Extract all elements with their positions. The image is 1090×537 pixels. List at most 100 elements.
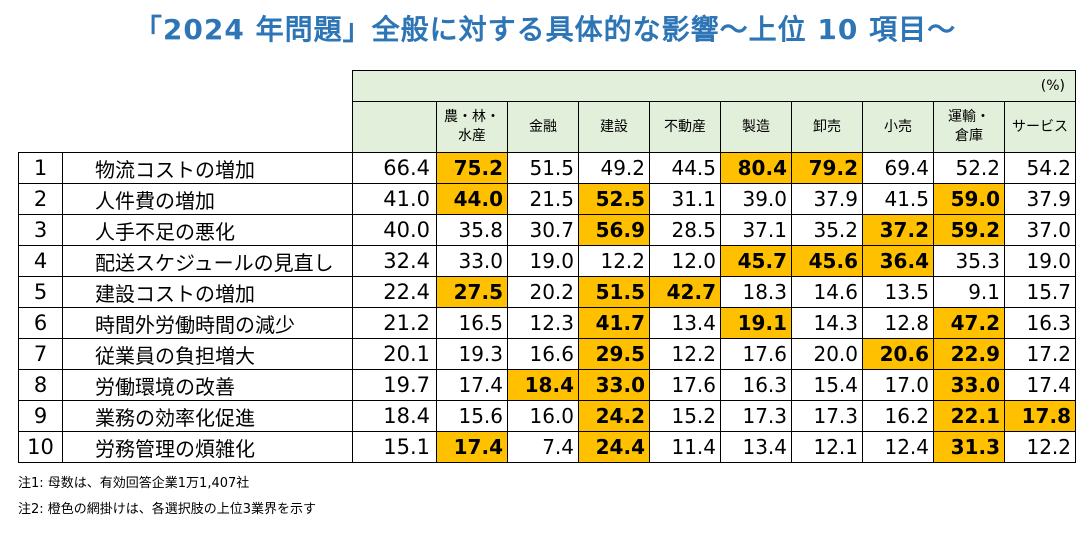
industry-value: 16.3 [720, 369, 792, 401]
all-industries-value: 21.2 [352, 307, 437, 339]
industry-value: 19.3 [436, 338, 508, 370]
industry-value: 56.9 [578, 214, 650, 246]
table-row: 4 配送スケジュールの見直し 32.4 33.0 19.0 12.2 12.0 45.7 45.… [18, 245, 1076, 277]
industry-value: 42.7 [649, 276, 721, 308]
item-label: 労働環境の改善 [62, 369, 353, 401]
table-row: 1 物流コストの増加 66.4 75.2 51.5 49.2 44.5 80.4 79.2 69.… [18, 152, 1076, 184]
industry-value: 17.6 [649, 369, 721, 401]
industry-value: 12.0 [649, 245, 721, 277]
rank-cell: 4 [18, 245, 63, 277]
industry-value: 41.5 [862, 183, 934, 215]
industry-value: 36.4 [862, 245, 934, 277]
industry-value: 35.8 [436, 214, 508, 246]
industry-value: 19.0 [1004, 245, 1076, 277]
rank-cell: 7 [18, 338, 63, 370]
item-label: 人手不足の悪化 [62, 214, 353, 246]
industry-value: 17.4 [1004, 369, 1076, 401]
all-industries-value: 19.7 [352, 369, 437, 401]
industry-value: 52.5 [578, 183, 650, 215]
industry-value: 31.3 [933, 431, 1005, 463]
industry-value: 12.2 [578, 245, 650, 277]
industry-header: 小売 [862, 101, 934, 153]
industry-value: 24.4 [578, 431, 650, 463]
industry-value: 44.0 [436, 183, 508, 215]
industry-value: 17.6 [720, 338, 792, 370]
industry-value: 19.1 [720, 307, 792, 339]
all-industries-value: 32.4 [352, 245, 437, 277]
all-industries-header [352, 101, 437, 153]
industry-value: 16.6 [507, 338, 579, 370]
industry-value: 16.5 [436, 307, 508, 339]
industry-value: 15.2 [649, 400, 721, 432]
item-label: 人件費の増加 [62, 183, 353, 215]
industry-value: 33.0 [578, 369, 650, 401]
industry-header: 金融 [507, 101, 579, 153]
industry-value: 17.2 [1004, 338, 1076, 370]
industry-value: 37.0 [1004, 214, 1076, 246]
all-industries-value: 20.1 [352, 338, 437, 370]
industry-header: サービス [1004, 101, 1076, 153]
item-label: 建設コストの増加 [62, 276, 353, 308]
industry-value: 28.5 [649, 214, 721, 246]
industry-value: 20.2 [507, 276, 579, 308]
industry-value: 47.2 [933, 307, 1005, 339]
industry-header: 建設 [578, 101, 650, 153]
rank-cell: 3 [18, 214, 63, 246]
industry-value: 52.2 [933, 152, 1005, 184]
industry-value: 13.4 [649, 307, 721, 339]
industry-value: 14.3 [791, 307, 863, 339]
industry-value: 37.2 [862, 214, 934, 246]
industry-value: 49.2 [578, 152, 650, 184]
industry-value: 13.4 [720, 431, 792, 463]
industry-value: 18.4 [507, 369, 579, 401]
industry-header: 卸売 [791, 101, 863, 153]
industry-value: 41.7 [578, 307, 650, 339]
industry-header-row: 農・林・ 水産 金融 建設 不動産 製造 卸売 小売 運輸・ 倉庫 サービス [19, 101, 1076, 153]
item-label: 従業員の負担増大 [62, 338, 353, 370]
rank-cell: 10 [18, 431, 63, 463]
industry-value: 37.1 [720, 214, 792, 246]
industry-value: 31.1 [649, 183, 721, 215]
industry-value: 33.0 [436, 245, 508, 277]
all-industries-value: 66.4 [352, 152, 437, 184]
note-2: 注2: 橙色の網掛けは、各選択肢の上位3業界を示す [18, 502, 317, 517]
industry-header: 運輸・ 倉庫 [933, 101, 1005, 153]
industry-header: 製造 [720, 101, 792, 153]
industry-value: 33.0 [933, 369, 1005, 401]
industry-value: 9.1 [933, 276, 1005, 308]
table-row: 3 人手不足の悪化 40.0 35.8 30.7 56.9 28.5 37.1 35.2 37.2… [18, 214, 1076, 246]
industry-value: 12.3 [507, 307, 579, 339]
rank-cell: 8 [18, 369, 63, 401]
industry-value: 17.4 [436, 369, 508, 401]
industry-value: 37.9 [1004, 183, 1076, 215]
all-industries-value: 40.0 [352, 214, 437, 246]
industry-value: 18.3 [720, 276, 792, 308]
note-1: 注1: 母数は、有効回答企業1万1,407社 [18, 476, 250, 491]
industry-value: 19.0 [507, 245, 579, 277]
industry-value: 16.0 [507, 400, 579, 432]
rank-cell: 1 [18, 152, 63, 184]
all-industries-value: 22.4 [352, 276, 437, 308]
table-row: 6 時間外労働時間の減少 21.2 16.5 12.3 41.7 13.4 19.1 14.3 1… [18, 307, 1076, 339]
industry-value: 21.5 [507, 183, 579, 215]
industry-header: 農・林・ 水産 [436, 101, 508, 153]
industry-value: 39.0 [720, 183, 792, 215]
industry-value: 12.1 [791, 431, 863, 463]
industry-value: 79.2 [791, 152, 863, 184]
industry-value: 22.9 [933, 338, 1005, 370]
industry-value: 17.0 [862, 369, 934, 401]
industry-value: 7.4 [507, 431, 579, 463]
rank-cell: 9 [18, 400, 63, 432]
industry-value: 30.7 [507, 214, 579, 246]
industry-value: 17.3 [720, 400, 792, 432]
industry-value: 22.1 [933, 400, 1005, 432]
industry-value: 13.5 [862, 276, 934, 308]
industry-value: 44.5 [649, 152, 721, 184]
table-row: 5 建設コストの増加 22.4 27.5 20.2 51.5 42.7 18.3 14.6 13.… [18, 276, 1076, 308]
impact-table: (%) 農・林・ 水産 金融 建設 不動産 製造 卸売 小売 運輸・ 倉庫 サービス 1 物流コストの… [18, 70, 1076, 463]
industry-value: 14.6 [791, 276, 863, 308]
industry-value: 16.3 [1004, 307, 1076, 339]
industry-value: 59.0 [933, 183, 1005, 215]
industry-value: 35.2 [791, 214, 863, 246]
industry-value: 15.7 [1004, 276, 1076, 308]
